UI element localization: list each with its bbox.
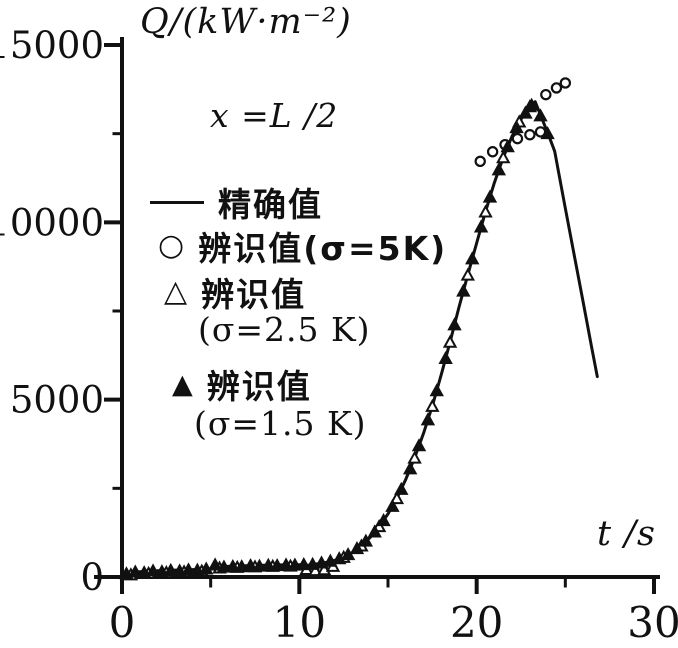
marker-triangle-filled (207, 557, 223, 571)
marker-triangle-filled (518, 105, 533, 119)
marker-triangle-filled (533, 108, 548, 122)
marker-circle-open (550, 82, 563, 94)
marker-triangle-filled (349, 541, 365, 555)
legend-item-sigma-2-5k: △ 辨识值 (164, 268, 306, 316)
circle-open-icon: ○ (158, 228, 185, 263)
marker-triangle-filled (243, 558, 258, 572)
y-tick-label: 5000 (10, 379, 104, 422)
marker-triangle-filled (252, 558, 267, 572)
marker-triangle-filled (278, 557, 294, 571)
legend-label: 辨识值(σ=5K) (198, 229, 448, 268)
marker-triangle-filled (225, 558, 241, 573)
legend-sublabel-sigma-2-5k: (σ=2.5 K) (198, 310, 371, 349)
legend-label: 精确值 (218, 185, 323, 224)
marker-triangle-filled (500, 139, 515, 153)
marker-triangle-open (478, 204, 493, 218)
marker-triangle-filled (491, 162, 507, 176)
legend-sublabel: (σ=1.5 K) (194, 404, 367, 443)
marker-triangle-filled (287, 557, 303, 571)
annotation-x-position: x =L /2 (210, 96, 339, 135)
marker-triangle-filled (305, 556, 320, 570)
marker-triangle-filled (154, 564, 170, 578)
y-tick-label: 0 (80, 556, 104, 599)
marker-triangle-open (442, 334, 458, 348)
marker-triangle-filled (190, 562, 205, 576)
marker-triangle-filled (456, 283, 471, 297)
y-tick-label: 10000 (0, 201, 104, 244)
y-axis-title: Q/(kW·m⁻²) (140, 2, 352, 42)
legend-item-sigma-1-5k: ▲ 辨识值 (172, 360, 312, 408)
marker-triangle-filled (163, 562, 178, 576)
marker-circle-open (540, 88, 552, 101)
marker-triangle-filled (181, 562, 196, 576)
marker-triangle-filled (385, 498, 400, 512)
marker-triangle-filled (376, 513, 391, 527)
marker-triangle-open (496, 150, 511, 164)
triangle-filled-icon: ▲ (172, 368, 193, 400)
marker-triangle-filled (358, 533, 374, 547)
legend-item-exact-value: 精确值 (150, 178, 323, 226)
triangle-open-icon: △ (164, 274, 188, 309)
marker-triangle-filled (429, 383, 444, 397)
marker-triangle-filled (340, 547, 356, 561)
marker-circle-open (486, 146, 499, 158)
x-tick-label: 30 (627, 598, 678, 647)
marker-triangle-filled (420, 412, 436, 426)
x-axis-title: t /s (597, 514, 656, 554)
x-tick-label: 10 (273, 598, 326, 647)
marker-triangle-open (460, 267, 475, 281)
legend-label: 辨识值 (206, 367, 312, 406)
marker-triangle-filled (367, 524, 382, 538)
marker-triangle-filled (216, 559, 232, 573)
legend-sublabel-sigma-1-5k: (σ=1.5 K) (194, 404, 367, 443)
marker-triangle-filled (465, 251, 480, 265)
marker-triangle-open (389, 491, 405, 505)
marker-triangle-filled (234, 559, 249, 573)
y-tick-label: 15000 (0, 24, 104, 67)
legend-sublabel: (σ=2.5 K) (198, 310, 371, 349)
marker-triangle-filled (438, 350, 453, 365)
marker-triangle-filled (411, 438, 427, 452)
marker-triangle-open (407, 450, 422, 464)
legend-item-sigma-5k: ○ 辨识值(σ=5K) (158, 222, 447, 270)
marker-triangle-filled (447, 317, 462, 331)
marker-triangle-filled (269, 558, 285, 572)
marker-triangle-filled (128, 564, 143, 578)
line-swatch-icon (150, 200, 204, 204)
marker-circle-open (559, 77, 572, 89)
marker-triangle-filled (145, 563, 161, 577)
marker-triangle-filled (261, 557, 276, 571)
marker-triangle-filled (394, 481, 409, 495)
marker-triangle-filled (482, 189, 498, 203)
marker-triangle-filled (172, 563, 187, 577)
marker-triangle-open (425, 398, 440, 412)
marker-triangle-open (308, 563, 323, 577)
marker-triangle-filled (473, 219, 489, 233)
marker-triangle-filled (509, 120, 524, 134)
marker-triangle-filled (296, 557, 311, 571)
x-tick-label: 0 (109, 598, 136, 647)
legend-label: 辨识值 (201, 275, 307, 314)
marker-circle-open (474, 155, 486, 168)
marker-triangle-filled (524, 97, 539, 111)
marker-circle-open (511, 132, 524, 145)
marker-triangle-filled (540, 126, 555, 140)
marker-circle-open (524, 129, 536, 141)
x-tick-label: 20 (450, 598, 503, 647)
marker-triangle-filled (402, 461, 418, 475)
